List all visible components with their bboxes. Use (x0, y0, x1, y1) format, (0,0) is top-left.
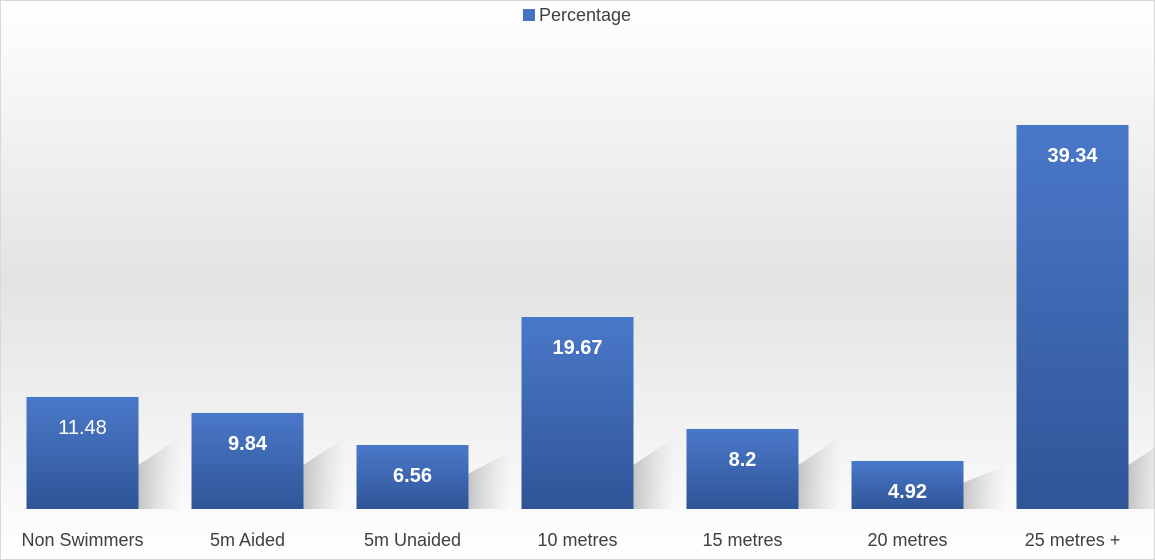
category-label-5m-aided: 5m Aided (210, 530, 285, 550)
bar-non-swimmers (26, 396, 139, 509)
bar-shadow-25-metres (1128, 447, 1155, 509)
bar-shadow-5m-aided (303, 437, 346, 509)
data-label-5m-aided: 9.84 (228, 433, 268, 455)
bar-shadow-non-swimmers (138, 437, 181, 509)
data-label-25-metres: 39.34 (1047, 145, 1098, 167)
bar-shadow-5m-unaided (468, 451, 511, 509)
data-label-5m-unaided: 6.56 (393, 465, 432, 487)
category-label-10-metres: 10 metres (537, 530, 617, 550)
bar-shadows (138, 437, 1155, 509)
bar-15-metres (686, 428, 799, 509)
category-label-15-metres: 15 metres (702, 530, 782, 550)
category-label-non-swimmers: Non Swimmers (21, 530, 143, 550)
bar-25-metres (1016, 125, 1129, 509)
bar-5m-aided (191, 412, 304, 509)
bar-shadow-15-metres (798, 437, 841, 509)
legend-label-percentage: Percentage (539, 5, 631, 25)
data-labels: 11.48 9.84 6.56 19.67 8.2 4.92 39.34 (58, 145, 1098, 503)
bar-5m-unaided (356, 444, 469, 509)
legend: Percentage (523, 5, 631, 25)
bar-20-metres (851, 460, 964, 509)
category-label-20-metres: 20 metres (867, 530, 947, 550)
category-label-25-metres: 25 metres + (1025, 530, 1121, 550)
bar-shadow-20-metres (963, 465, 1006, 509)
bar-shadow-10-metres (633, 437, 676, 509)
data-label-non-swimmers: 11.48 (58, 417, 107, 439)
category-axis-labels: Non Swimmers 5m Aided 5m Unaided 10 metres 1… (21, 530, 1120, 550)
legend-swatch (523, 9, 535, 21)
data-label-15-metres: 8.2 (729, 449, 757, 471)
bars (26, 125, 1129, 509)
category-label-5m-unaided: 5m Unaided (364, 530, 461, 550)
data-label-20-metres: 4.92 (888, 481, 927, 503)
data-label-10-metres: 19.67 (552, 337, 602, 359)
bar-10-metres (521, 317, 634, 509)
